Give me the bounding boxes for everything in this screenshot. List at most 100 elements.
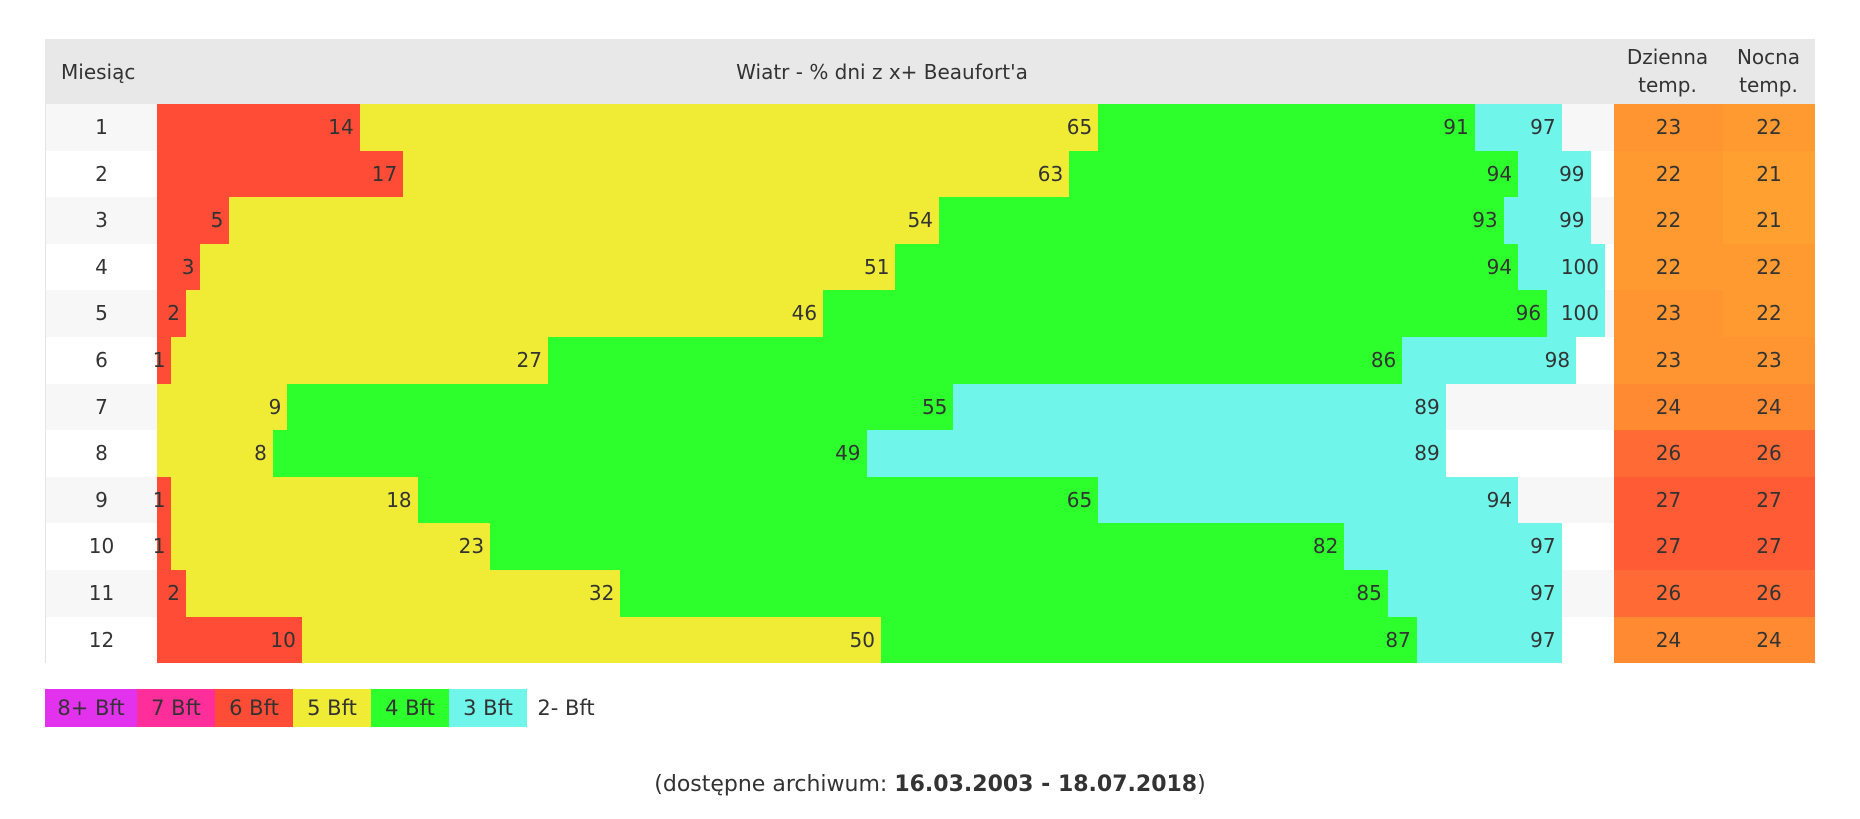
wind-label: 100 — [1560, 301, 1599, 326]
wind-label: 8 — [254, 441, 267, 466]
wind-label: 51 — [864, 254, 890, 279]
day-temp: 27 — [1614, 523, 1723, 570]
wind-segment — [938, 197, 1504, 244]
legend-item: 4 Bft — [371, 689, 449, 727]
legend-item: 8+ Bft — [45, 689, 137, 727]
header-month: Miesiąc — [61, 60, 136, 84]
footer-prefix: (dostępne archiwum: — [654, 772, 888, 797]
wind-label: 97 — [1530, 115, 1556, 139]
wind-label: 100 — [1560, 254, 1599, 279]
wind-segment — [229, 197, 939, 244]
wind-label: 85 — [1356, 581, 1382, 605]
wind-segment — [301, 616, 881, 664]
wind-segment — [157, 570, 186, 617]
night-temp: 24 — [1723, 383, 1815, 431]
night-temp: 27 — [1723, 523, 1815, 570]
month: 1 — [95, 115, 108, 139]
wind-segment — [1474, 104, 1562, 151]
wind-label: 49 — [835, 441, 861, 466]
day-temp: 22 — [1614, 197, 1723, 244]
month: 3 — [95, 208, 108, 233]
wind-segment — [620, 570, 1388, 617]
wind-segment — [157, 430, 273, 477]
wind-label: 97 — [1530, 534, 1556, 559]
legend-item: 6 Bft — [215, 689, 293, 727]
wind-segment — [157, 476, 172, 524]
wind-label: 3 — [181, 254, 195, 279]
wind-segment — [157, 197, 230, 244]
day-temp: 22 — [1614, 243, 1723, 291]
month: 11 — [88, 581, 115, 605]
wind-label: 1 — [152, 534, 166, 559]
day-temp: 26 — [1614, 570, 1723, 617]
wind-label: 10 — [270, 627, 296, 652]
wind-segment — [547, 337, 1403, 384]
wind-label: 87 — [1385, 627, 1411, 652]
wind-label: 1 — [152, 487, 166, 512]
wind-label: 14 — [328, 115, 354, 139]
night-temp: 23 — [1723, 337, 1815, 384]
wind-segment — [866, 430, 1446, 477]
day-temp: 27 — [1614, 476, 1723, 524]
month: 4 — [95, 254, 108, 279]
header-day: Dzienna — [1626, 45, 1709, 69]
wind-label: 97 — [1530, 581, 1556, 605]
wind-label: 99 — [1559, 161, 1585, 186]
wind-label: 65 — [1066, 487, 1093, 512]
wind-label: 23 — [458, 534, 485, 559]
wind-segment — [157, 104, 360, 151]
day-temp: 24 — [1614, 383, 1723, 431]
wind-segment — [171, 337, 548, 384]
legend-item: 3 Bft — [449, 689, 527, 727]
wind-segment — [200, 243, 896, 291]
header-wind: Wiatr - % dni z x+ Beaufort'a — [736, 60, 1028, 84]
night-temp: 22 — [1723, 104, 1815, 151]
night-temp: 22 — [1723, 290, 1815, 337]
wind-label: 94 — [1486, 254, 1513, 279]
wind-label: 89 — [1414, 441, 1440, 466]
wind-segment — [171, 523, 491, 570]
wind-segment — [1069, 150, 1519, 198]
wind-segment — [157, 243, 201, 291]
wind-label: 50 — [849, 627, 875, 652]
day-temp: 26 — [1614, 430, 1723, 477]
wind-segment — [490, 523, 1345, 570]
month: 7 — [95, 394, 108, 419]
wind-segment — [157, 337, 172, 384]
wind-segment — [157, 383, 288, 431]
legend-item: 5 Bft — [293, 689, 371, 727]
wind-label: 99 — [1559, 208, 1585, 233]
month: 6 — [95, 348, 108, 372]
wind-segment — [403, 150, 1070, 198]
wind-segment — [895, 243, 1519, 291]
wind-label: 55 — [921, 394, 948, 419]
wind-label: 2 — [167, 581, 180, 605]
wind-segment — [157, 523, 172, 570]
night-temp: 21 — [1723, 150, 1815, 198]
wind-label: 93 — [1472, 208, 1498, 233]
wind-label: 86 — [1370, 348, 1397, 372]
wind-segment — [1547, 290, 1605, 337]
wind-label: 98 — [1544, 348, 1571, 372]
wind-segment — [171, 476, 418, 524]
month: 8 — [95, 441, 108, 466]
wind-segment — [1518, 243, 1605, 291]
night-temp: 27 — [1723, 476, 1815, 524]
wind-segment — [185, 290, 824, 337]
wind-segment — [185, 570, 621, 617]
wind-segment — [157, 616, 302, 664]
wind-label: 65 — [1066, 115, 1093, 139]
day-temp: 22 — [1614, 150, 1723, 198]
table-header: Miesiąc Wiatr - % dni z x+ Beaufort'a Dz… — [45, 39, 1815, 104]
wind-label: 9 — [268, 394, 282, 419]
wind-label: 89 — [1414, 394, 1440, 419]
wind-label: 91 — [1443, 115, 1469, 139]
footer-suffix: ) — [1197, 772, 1206, 797]
day-temp: 23 — [1614, 337, 1723, 384]
day-temp: 24 — [1614, 616, 1723, 664]
wind-segment — [1518, 150, 1591, 198]
wind-segment — [272, 430, 867, 477]
day-temp: 23 — [1614, 104, 1723, 151]
wind-segment — [157, 290, 186, 337]
wind-label: 96 — [1515, 301, 1542, 326]
